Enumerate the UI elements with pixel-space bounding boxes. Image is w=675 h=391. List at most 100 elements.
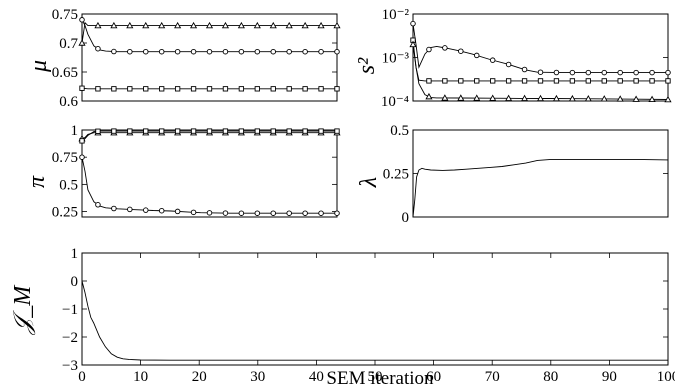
- data-point: [95, 202, 101, 208]
- y-tick-label: −2: [62, 330, 78, 346]
- data-point: [254, 210, 261, 216]
- data-point: [269, 21, 277, 29]
- data-point: [505, 78, 512, 84]
- data-point: [334, 128, 340, 134]
- data-point: [633, 69, 639, 76]
- data-point: [458, 48, 464, 54]
- data-point: [111, 128, 117, 134]
- series-line: [81, 130, 337, 142]
- data-point: [333, 21, 341, 29]
- x-tick-label: 40: [309, 369, 324, 385]
- data-point: [426, 78, 432, 84]
- axes-frame: [81, 252, 669, 366]
- data-point: [190, 128, 197, 134]
- data-point: [490, 78, 496, 84]
- data-point: [79, 138, 85, 144]
- data-point: [158, 48, 165, 55]
- y-tick-label: 0.65: [52, 65, 78, 81]
- data-point: [664, 95, 672, 103]
- y-tick-label: 1: [71, 123, 79, 139]
- data-point: [317, 21, 325, 29]
- data-point: [302, 48, 308, 55]
- y-axis-label: λ: [356, 177, 382, 188]
- data-point: [174, 208, 181, 215]
- data-point: [665, 69, 671, 76]
- y-tick-label: 1: [71, 246, 79, 262]
- data-point: [158, 21, 166, 29]
- data-point: [425, 92, 433, 100]
- data-point: [552, 94, 561, 102]
- data-point: [536, 94, 545, 102]
- data-point: [111, 205, 117, 212]
- data-point: [426, 46, 432, 53]
- data-point: [94, 21, 102, 29]
- data-point: [254, 128, 260, 134]
- data-point: [521, 66, 528, 73]
- data-point: [568, 94, 576, 102]
- data-point: [79, 17, 85, 23]
- data-point: [553, 69, 560, 76]
- axes-frame: [81, 129, 338, 218]
- data-point: [111, 48, 117, 55]
- data-point: [442, 45, 448, 51]
- data-point: [238, 128, 245, 134]
- data-point: [270, 210, 277, 216]
- data-point: [584, 95, 592, 102]
- data-point: [665, 78, 671, 84]
- data-point: [206, 128, 213, 134]
- data-point: [505, 94, 513, 101]
- data-point: [126, 21, 134, 29]
- data-point: [127, 128, 133, 134]
- data-point: [458, 78, 464, 84]
- data-point: [159, 86, 165, 92]
- data-point: [633, 78, 639, 84]
- panel-lambda: 0 0.25 0.5 λ: [356, 123, 669, 226]
- data-point: [473, 94, 481, 101]
- data-point: [520, 94, 529, 102]
- data-point: [649, 78, 655, 84]
- data-point: [142, 207, 149, 213]
- data-point: [190, 48, 197, 55]
- data-point: [222, 128, 229, 134]
- data-point: [254, 86, 260, 92]
- data-point: [238, 210, 245, 216]
- data-point: [441, 94, 449, 101]
- data-point: [111, 86, 117, 92]
- panel-pi: 0.25 0.5 0.75 1 π: [24, 123, 341, 221]
- data-point: [318, 48, 324, 55]
- x-tick-label: 20: [192, 369, 207, 385]
- panel-mu: 0.6 0.65 0.7 0.75 μ: [26, 7, 341, 110]
- data-point: [334, 210, 340, 216]
- data-point: [222, 86, 229, 92]
- y-tick-label: 10⁻³: [382, 51, 410, 67]
- data-point: [206, 210, 213, 216]
- data-point: [318, 128, 324, 134]
- data-point: [632, 95, 640, 102]
- axes-frame: [412, 129, 669, 218]
- data-point: [189, 21, 198, 29]
- data-point: [143, 128, 149, 134]
- series-line: [412, 23, 668, 74]
- data-point: [253, 21, 261, 29]
- data-point: [474, 52, 480, 59]
- data-point: [158, 207, 165, 214]
- data-point: [302, 86, 308, 92]
- y-tick-label: 0.5: [59, 177, 78, 193]
- panel-s2: 10⁻⁴ 10⁻³ 10⁻² s²: [354, 7, 672, 110]
- data-point: [301, 21, 309, 29]
- data-point: [285, 21, 293, 29]
- data-point: [206, 48, 213, 55]
- data-point: [442, 78, 448, 84]
- y-tick-label: 0.5: [390, 123, 409, 139]
- y-tick-label: 0: [71, 274, 79, 290]
- y-tick-label: 0.25: [52, 205, 78, 221]
- data-point: [270, 86, 276, 92]
- data-point: [190, 86, 197, 92]
- data-point: [286, 128, 292, 134]
- series-line: [81, 87, 337, 90]
- x-tick-label: 60: [426, 369, 441, 385]
- data-point: [474, 78, 480, 84]
- x-tick-label: 90: [602, 369, 617, 385]
- data-point: [270, 48, 277, 55]
- x-tick-label: 10: [133, 369, 148, 385]
